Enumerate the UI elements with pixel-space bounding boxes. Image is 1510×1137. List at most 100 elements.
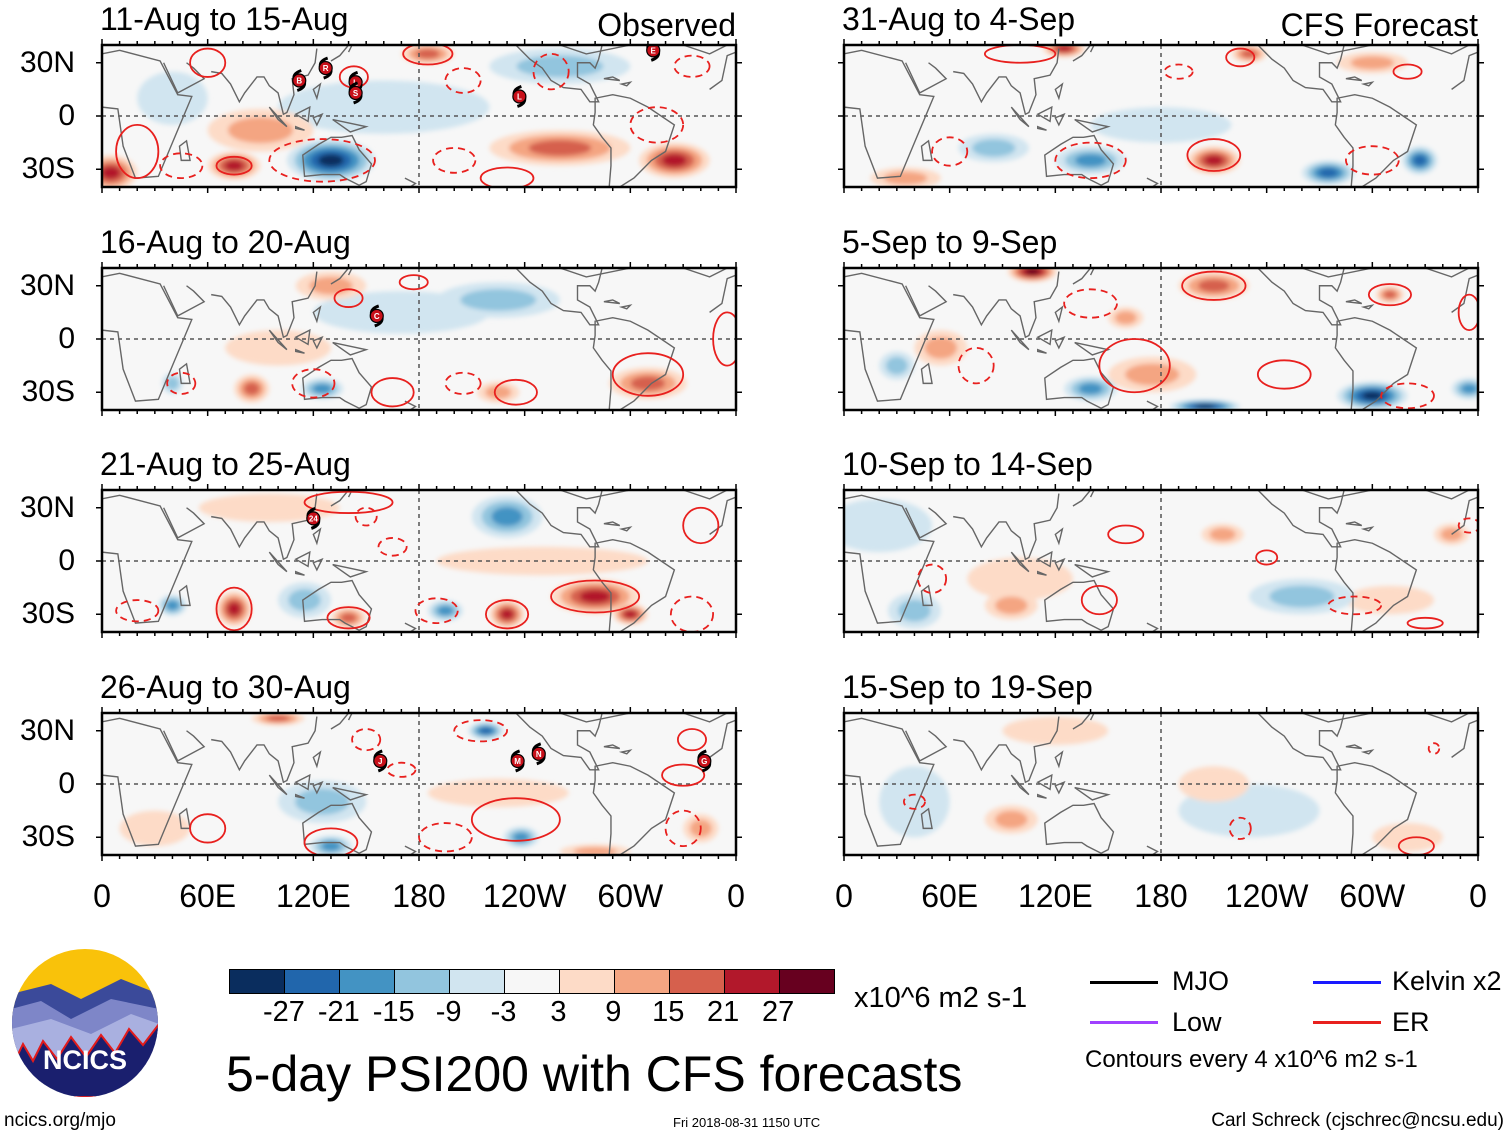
panel-title: 16-Aug to 20-Aug bbox=[100, 224, 351, 260]
positive-anomaly bbox=[1025, 268, 1040, 275]
coastline bbox=[604, 77, 630, 86]
colorbar-swatch bbox=[505, 970, 560, 993]
coastline bbox=[269, 84, 366, 132]
lon-label: 0 bbox=[835, 878, 853, 914]
panel-title: 21-Aug to 25-Aug bbox=[100, 446, 351, 482]
er-contour-positive bbox=[493, 378, 538, 406]
er-contour-positive bbox=[1406, 616, 1444, 630]
positive-anomaly bbox=[883, 171, 928, 185]
coastline bbox=[1335, 95, 1416, 187]
er-contour-negative bbox=[629, 106, 685, 144]
lat-label: 0 bbox=[58, 767, 75, 800]
er-contour-negative bbox=[1054, 141, 1127, 180]
footer-url[interactable]: ncics.org/mjo bbox=[4, 1110, 116, 1131]
er-contour-positive bbox=[189, 47, 227, 78]
coastline bbox=[1258, 268, 1344, 325]
negative-anomaly bbox=[491, 507, 523, 527]
positive-anomaly bbox=[227, 602, 241, 616]
positive-anomaly bbox=[225, 330, 331, 366]
er-contour-negative bbox=[532, 52, 570, 91]
negative-anomaly bbox=[1078, 383, 1103, 395]
er-contour-negative bbox=[1228, 816, 1252, 840]
negative-anomaly bbox=[318, 154, 344, 167]
colorbar-swatch bbox=[285, 970, 340, 993]
map-panel bbox=[838, 39, 1484, 193]
er-contour-negative bbox=[931, 136, 969, 167]
positive-anomaly bbox=[340, 613, 357, 623]
coastline bbox=[560, 713, 727, 722]
negative-anomaly bbox=[137, 71, 208, 125]
coastline bbox=[211, 494, 317, 560]
lon-label: 0 bbox=[727, 878, 745, 914]
er-contour-positive bbox=[1367, 283, 1412, 307]
colorbar-swatch bbox=[395, 970, 450, 993]
coastline bbox=[516, 45, 602, 102]
coastline bbox=[593, 95, 674, 187]
coastline bbox=[953, 494, 1059, 560]
coastline bbox=[1011, 307, 1108, 355]
storm-label: E bbox=[651, 46, 657, 55]
coastline bbox=[1335, 318, 1416, 410]
storm-label: N bbox=[536, 750, 542, 759]
positive-anomaly bbox=[416, 49, 440, 59]
colorbar-swatch bbox=[230, 970, 285, 993]
er-contour-negative bbox=[444, 371, 482, 395]
coastline bbox=[844, 718, 934, 846]
er-contour-negative bbox=[1380, 382, 1435, 410]
positive-anomaly bbox=[1241, 49, 1257, 58]
er-contour-negative bbox=[664, 809, 702, 848]
er-contour-positive bbox=[326, 606, 371, 630]
footer-author: Carl Schreck (cjschrec@ncsu.edu) bbox=[1211, 1110, 1504, 1131]
negative-anomaly bbox=[278, 80, 490, 134]
coastline bbox=[179, 809, 190, 829]
coastline bbox=[516, 713, 602, 770]
coastline bbox=[1302, 490, 1469, 499]
negative-anomaly bbox=[1269, 585, 1335, 608]
positive-anomaly bbox=[1383, 290, 1397, 299]
er-contour-positive bbox=[303, 490, 394, 514]
lat-label: 0 bbox=[58, 322, 75, 355]
positive-anomaly bbox=[227, 117, 294, 144]
er-contour-positive bbox=[611, 352, 685, 397]
lon-label: 60E bbox=[921, 878, 979, 914]
coastline bbox=[906, 731, 947, 761]
coastline bbox=[1258, 713, 1344, 770]
lon-label: 0 bbox=[93, 878, 111, 914]
tropical-cyclone-icon: N bbox=[531, 742, 546, 766]
legend-line-mjo bbox=[1090, 981, 1158, 984]
coastline bbox=[710, 497, 736, 534]
lat-label: 30S bbox=[21, 152, 75, 186]
er-contour-positive bbox=[682, 506, 720, 545]
coastline bbox=[710, 52, 736, 89]
lon-label: 120E bbox=[275, 878, 351, 914]
er-contour-positive bbox=[983, 45, 1057, 64]
coastline bbox=[604, 522, 630, 531]
coastline bbox=[303, 804, 372, 854]
positive-anomaly bbox=[995, 596, 1028, 615]
coastline bbox=[1011, 752, 1108, 800]
coastline bbox=[1045, 581, 1114, 631]
er-contour-negative bbox=[1327, 595, 1383, 616]
lat-label: 30N bbox=[19, 490, 75, 524]
coastline bbox=[102, 495, 192, 623]
lon-label: 180 bbox=[1134, 878, 1188, 914]
negative-anomaly bbox=[1074, 154, 1107, 167]
coastline bbox=[921, 364, 932, 384]
lat-label: 0 bbox=[58, 99, 75, 132]
colorbar-label: -9 bbox=[435, 996, 462, 1028]
positive-anomaly bbox=[500, 609, 514, 620]
negative-anomaly bbox=[1461, 383, 1478, 394]
coastline bbox=[604, 300, 630, 309]
positive-anomaly bbox=[1440, 527, 1463, 541]
negative-anomaly bbox=[479, 727, 493, 734]
coastline bbox=[593, 318, 674, 410]
legend-line-kelvin bbox=[1313, 981, 1381, 984]
lon-label: 180 bbox=[392, 878, 446, 914]
er-contour-negative bbox=[453, 719, 508, 743]
er-contour-negative bbox=[351, 728, 382, 752]
panel-title: 11-Aug to 15-Aug bbox=[100, 1, 349, 37]
negative-anomaly bbox=[165, 376, 179, 390]
er-contour-positive bbox=[1392, 63, 1423, 80]
tropical-cyclone-icon: E bbox=[646, 45, 661, 62]
